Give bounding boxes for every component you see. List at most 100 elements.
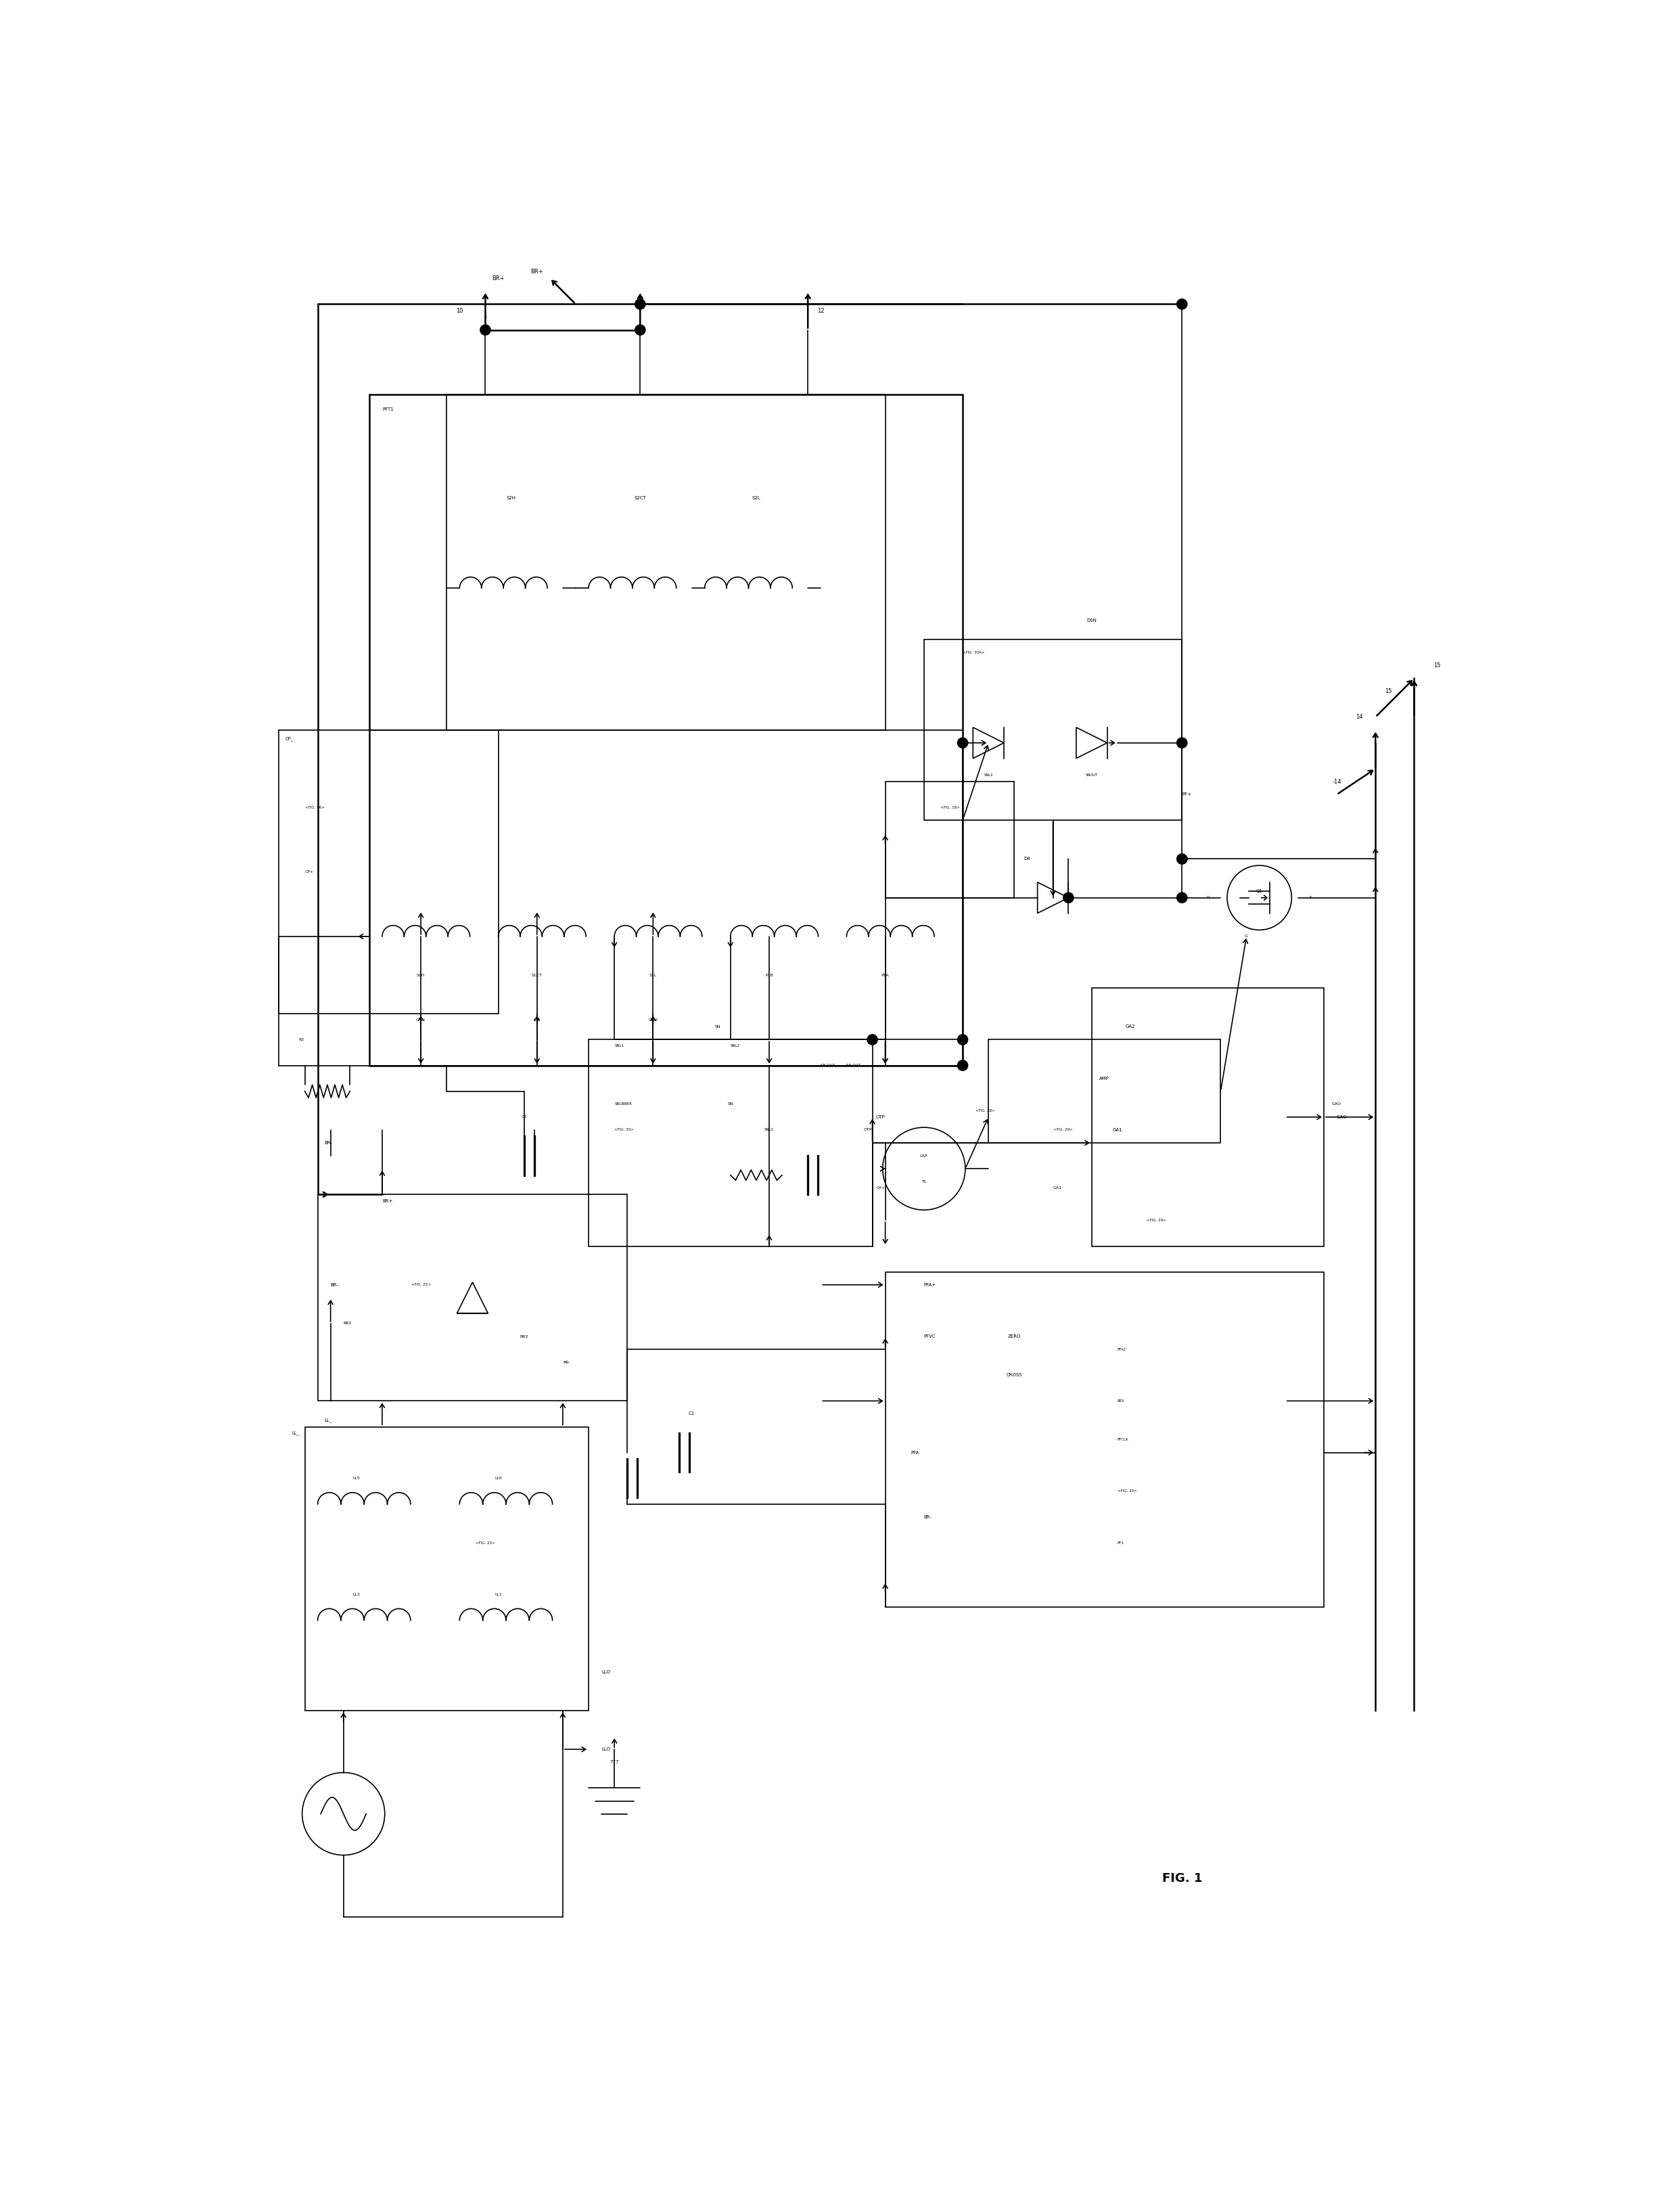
Text: PFT1: PFT1 [382,407,394,411]
Text: <FIG. 28>: <FIG. 28> [976,1108,994,1113]
Text: AMP: AMP [1100,1077,1110,1079]
Text: 10: 10 [456,307,463,314]
Bar [369,394,963,1066]
Text: SNL2: SNL2 [731,1044,740,1048]
Text: BR-: BR- [1182,856,1191,860]
Text: LL1: LL1 [495,1593,501,1597]
Text: D: D [1206,896,1209,900]
Circle shape [1177,299,1187,310]
Text: GAO: GAO [1337,1115,1347,1119]
Text: BR-: BR- [563,1360,570,1365]
Bar [446,394,885,730]
Text: OTP: OTP [875,1115,885,1119]
Text: SNL1: SNL1 [614,1044,624,1048]
Circle shape [1177,739,1187,748]
Polygon shape [458,1283,488,1314]
Circle shape [958,1035,968,1044]
Text: BR-: BR- [324,1141,332,1146]
Text: S: S [1310,896,1313,900]
Text: <FIG. 29>: <FIG. 29> [1053,1128,1072,1133]
Text: LL_: LL_ [292,1431,300,1436]
Bar [1092,989,1323,1245]
Text: PFA: PFA [911,1451,919,1455]
Text: PFVC: PFVC [924,1334,936,1338]
Text: <FIG. 23>: <FIG. 23> [1117,1489,1137,1493]
Text: SNL2: SNL2 [984,774,993,776]
Circle shape [1063,894,1073,902]
Text: LLO: LLO [602,1747,610,1752]
Circle shape [867,1035,877,1044]
Circle shape [480,325,491,336]
Text: <FIG. 26>: <FIG. 26> [305,805,324,810]
Text: S1L: S1L [649,973,657,978]
Text: <FIG. 20>: <FIG. 20> [476,1542,495,1544]
Text: S2CT: S2CT [634,495,646,500]
Text: PFA+: PFA+ [924,1283,936,1287]
Bar [885,1272,1323,1608]
Text: ZERO: ZERO [1008,1334,1021,1338]
Text: REV: REV [1117,1400,1125,1402]
Text: LL_: LL_ [324,1418,332,1422]
Text: PF1: PF1 [1117,1542,1124,1544]
Text: C2: C2 [522,1115,527,1119]
Circle shape [1177,854,1187,865]
Text: BR-: BR- [924,1515,932,1520]
Text: 777: 777 [610,1761,619,1765]
Text: 15: 15 [1434,661,1441,668]
Text: D4: D4 [1025,856,1030,860]
Text: CT1A: CT1A [416,1018,426,1022]
Text: S2L: S2L [751,495,761,500]
Polygon shape [973,728,1005,759]
Text: S1CT: S1CT [532,973,542,978]
Text: +: + [483,314,488,319]
Bar [305,1427,589,1710]
Text: BR-: BR- [330,1283,339,1287]
Text: S2H: S2H [506,495,517,500]
Text: PFCLK: PFCLK [1117,1438,1129,1442]
Text: GAP: GAP [921,1155,927,1157]
Polygon shape [1077,728,1107,759]
Bar [589,1040,872,1245]
Text: LLO: LLO [602,1670,610,1674]
Text: GA1: GA1 [1053,1186,1062,1190]
Text: <FIG. 30A>: <FIG. 30A> [963,650,984,655]
Text: PFA2: PFA2 [1117,1347,1127,1352]
Text: BR1: BR1 [344,1323,352,1325]
Text: S1H: S1H [416,973,424,978]
Text: FIG. 1: FIG. 1 [1162,1871,1202,1885]
Text: SNL2: SNL2 [765,1128,775,1133]
Text: CP_: CP_ [285,737,293,741]
Text: DSN: DSN [1087,617,1097,622]
Text: LL6: LL6 [495,1478,501,1480]
Text: <FIG. 29>: <FIG. 29> [1147,1219,1166,1221]
Text: 12: 12 [817,307,825,314]
Circle shape [958,1060,968,1071]
Text: PF+: PF+ [1182,792,1191,796]
Text: Q1: Q1 [1256,889,1263,894]
Text: SN: SN [714,1024,721,1029]
Circle shape [636,325,646,336]
Bar [317,1194,627,1400]
Text: <FIG. 30>: <FIG. 30> [614,1128,634,1133]
Text: <FIG. 22>: <FIG. 22> [411,1283,431,1287]
Text: LL5: LL5 [352,1478,361,1480]
Bar [278,730,498,1013]
Text: SNUBBER: SNUBBER [614,1102,632,1106]
Text: CT2A: CT2A [649,1018,657,1022]
Text: -14: -14 [1332,779,1342,785]
Text: BR+: BR+ [530,270,543,274]
Circle shape [1177,894,1187,902]
Text: P1B: P1B [765,973,773,978]
Text: GAO: GAO [1332,1102,1342,1106]
Text: CT0: CT0 [533,1018,540,1022]
Bar [885,781,1015,898]
Text: BR+: BR+ [382,1199,392,1203]
Text: TS: TS [922,1179,926,1183]
Text: GA1: GA1 [1112,1128,1122,1133]
Text: CROSS: CROSS [1006,1374,1023,1378]
Text: 14: 14 [1355,714,1362,721]
Text: R2: R2 [299,1037,304,1042]
Text: GA+: GA+ [877,1186,885,1190]
Polygon shape [1038,883,1068,914]
Bar [924,639,1182,821]
